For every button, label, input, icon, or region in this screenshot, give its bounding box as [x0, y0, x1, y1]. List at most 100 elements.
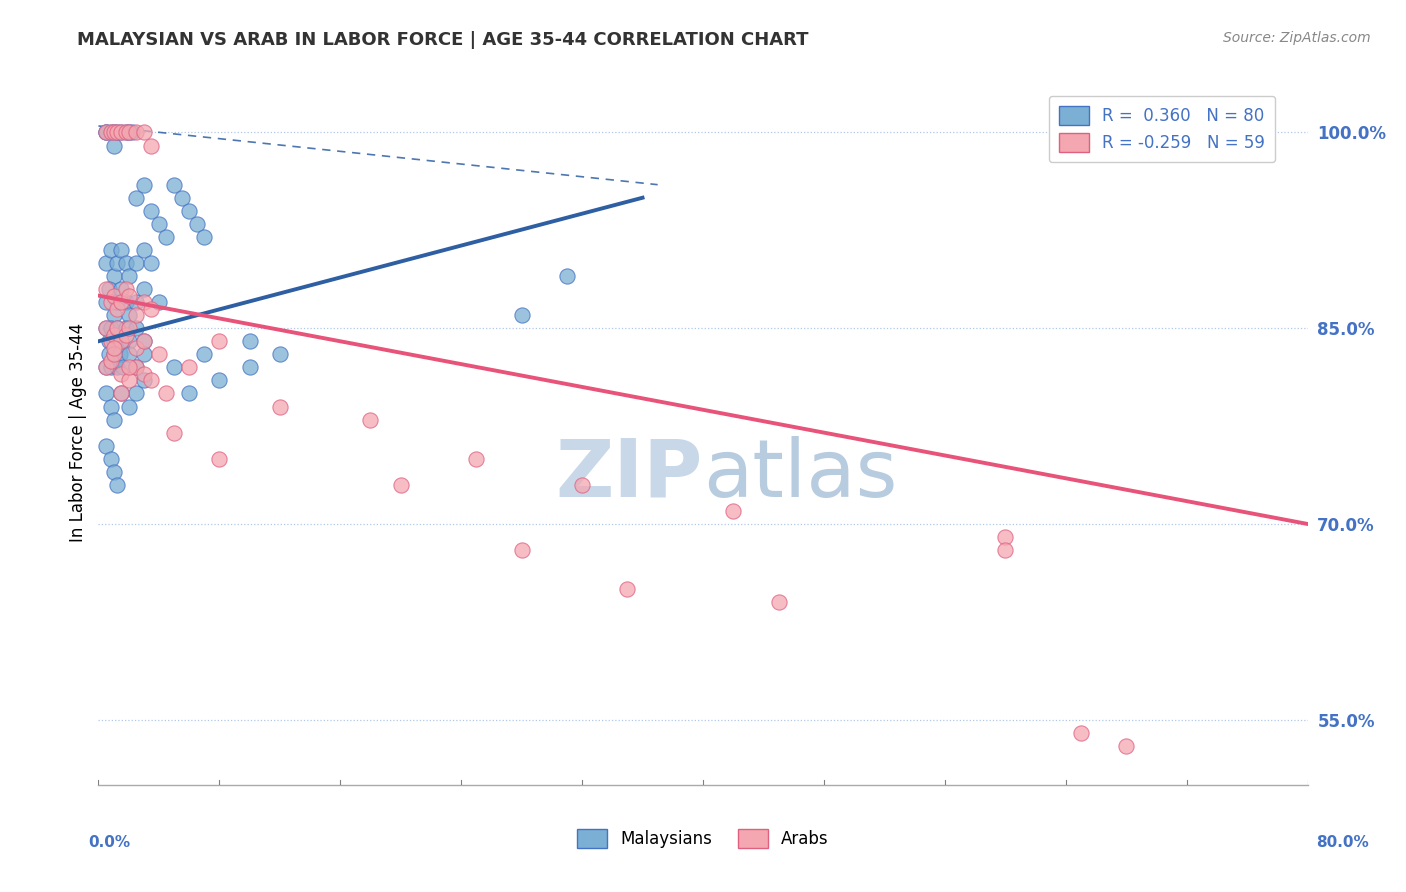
Point: [100, 334, 122, 349]
Point: [269, 347, 291, 361]
Point: [118, 288, 141, 302]
Point: [208, 373, 231, 387]
Point: [555, 268, 578, 283]
Point: [132, 126, 155, 140]
Point: [163, 425, 186, 440]
Point: [141, 256, 163, 270]
Point: [114, 126, 136, 140]
Point: [110, 126, 132, 140]
Point: [163, 178, 186, 192]
Point: [179, 386, 201, 401]
Point: [118, 334, 141, 349]
Point: [111, 360, 134, 375]
Point: [94, 126, 117, 140]
Point: [994, 530, 1017, 544]
Point: [100, 295, 122, 310]
Point: [110, 126, 132, 140]
Point: [239, 334, 262, 349]
Legend: Malaysians, Arabs: Malaysians, Arabs: [571, 822, 835, 855]
Point: [105, 360, 128, 375]
Point: [105, 295, 128, 310]
Point: [118, 373, 141, 387]
Point: [141, 373, 163, 387]
Point: [1070, 725, 1092, 739]
Point: [125, 295, 148, 310]
Point: [105, 321, 128, 335]
Point: [103, 327, 125, 342]
Point: [105, 321, 128, 335]
Point: [110, 367, 132, 381]
Point: [193, 230, 215, 244]
Point: [132, 334, 155, 349]
Point: [1115, 739, 1137, 753]
Point: [103, 412, 125, 426]
Point: [103, 138, 125, 153]
Point: [155, 386, 177, 401]
Point: [510, 543, 533, 558]
Point: [121, 126, 143, 140]
Point: [118, 400, 141, 414]
Point: [179, 203, 201, 218]
Point: [114, 327, 136, 342]
Point: [103, 334, 125, 349]
Point: [132, 347, 155, 361]
Point: [114, 282, 136, 296]
Point: [179, 360, 201, 375]
Point: [141, 301, 163, 316]
Point: [132, 373, 155, 387]
Text: atlas: atlas: [703, 436, 897, 514]
Point: [118, 126, 141, 140]
Point: [94, 256, 117, 270]
Point: [994, 543, 1017, 558]
Point: [148, 295, 170, 310]
Point: [148, 347, 170, 361]
Legend: R =  0.360   N = 80, R = -0.259   N = 59: R = 0.360 N = 80, R = -0.259 N = 59: [1049, 95, 1275, 162]
Point: [239, 360, 262, 375]
Text: 0.0%: 0.0%: [89, 836, 131, 850]
Point: [118, 126, 141, 140]
Point: [103, 288, 125, 302]
Point: [100, 321, 122, 335]
Y-axis label: In Labor Force | Age 35-44: In Labor Force | Age 35-44: [69, 323, 87, 542]
Point: [103, 341, 125, 355]
Point: [110, 282, 132, 296]
Point: [125, 308, 148, 322]
Text: 80.0%: 80.0%: [1316, 836, 1369, 850]
Point: [118, 321, 141, 335]
Point: [105, 301, 128, 316]
Point: [110, 334, 132, 349]
Point: [94, 126, 117, 140]
Point: [125, 360, 148, 375]
Point: [132, 334, 155, 349]
Point: [114, 256, 136, 270]
Point: [360, 412, 382, 426]
Point: [94, 321, 117, 335]
Point: [94, 386, 117, 401]
Point: [768, 595, 790, 609]
Point: [114, 295, 136, 310]
Point: [110, 243, 132, 257]
Point: [163, 360, 186, 375]
Point: [103, 126, 125, 140]
Point: [94, 439, 117, 453]
Point: [208, 334, 231, 349]
Point: [118, 360, 141, 375]
Point: [108, 347, 131, 361]
Point: [125, 341, 148, 355]
Point: [94, 321, 117, 335]
Point: [103, 308, 125, 322]
Point: [132, 178, 155, 192]
Point: [389, 478, 412, 492]
Point: [100, 400, 122, 414]
Point: [125, 191, 148, 205]
Point: [132, 243, 155, 257]
Point: [125, 126, 148, 140]
Point: [132, 282, 155, 296]
Point: [103, 268, 125, 283]
Point: [118, 268, 141, 283]
Point: [155, 230, 177, 244]
Point: [114, 321, 136, 335]
Point: [125, 256, 148, 270]
Point: [118, 308, 141, 322]
Point: [105, 256, 128, 270]
